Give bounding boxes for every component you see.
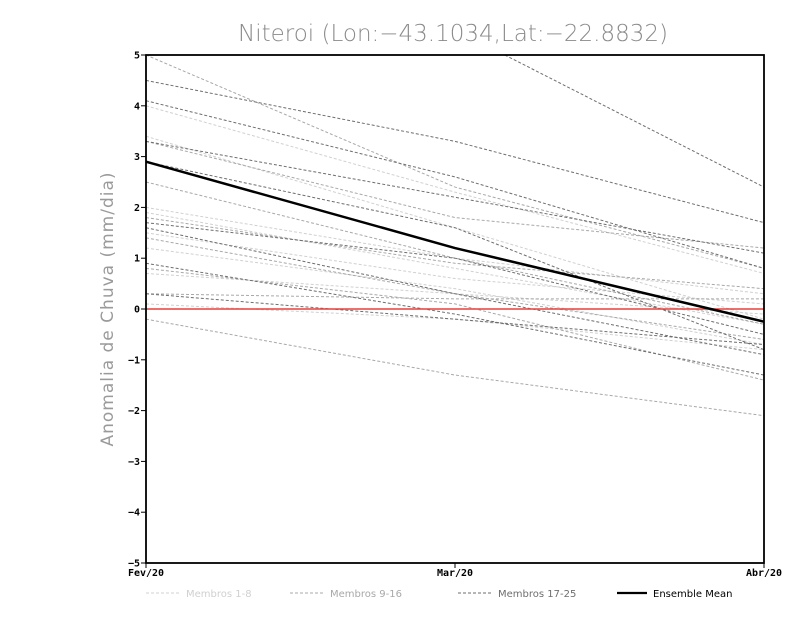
- member-line-g2-4: [146, 237, 764, 340]
- series-lines: [146, 55, 764, 417]
- member-line-g1-1: [146, 105, 764, 274]
- ensemble-mean-layer: [145, 160, 765, 323]
- y-tick-label: −1: [128, 355, 140, 366]
- member-line-g2-6: [146, 293, 764, 300]
- member-line-g3-2: [146, 100, 764, 269]
- y-tick-label: 0: [134, 305, 140, 316]
- y-tick-label: 1: [134, 254, 140, 265]
- x-tick-label: Fev/20: [128, 568, 164, 579]
- member-line-g2-3: [146, 217, 764, 290]
- member-line-g3-5: [146, 222, 764, 335]
- y-tick-label: −4: [128, 508, 140, 519]
- y-tick-label: 2: [134, 203, 140, 214]
- legend-label: Membros 9-16: [330, 589, 402, 600]
- member-line-g2-7: [146, 318, 764, 417]
- member-line-g3-8: [146, 293, 764, 346]
- member-line-g1-7: [146, 272, 764, 315]
- member-line-g2-1: [146, 140, 764, 249]
- legend-label: Membros 17-25: [498, 589, 576, 600]
- member-line-g3-1: [146, 79, 764, 224]
- member-line-g3-6: [146, 227, 764, 356]
- y-tick-label: 4: [134, 101, 140, 112]
- y-tick-label: −3: [128, 457, 140, 468]
- member-line-g1-8: [146, 303, 764, 351]
- member-line-g2-5: [146, 267, 764, 381]
- member-line-g2-8: [146, 55, 764, 269]
- ensemble-mean-line: [145, 160, 765, 323]
- legend-label: Membros 1-8: [186, 589, 252, 600]
- x-axis: Fev/20 Mar/20 Abr/20: [128, 563, 782, 579]
- x-tick-label: Mar/20: [437, 568, 473, 579]
- member-line-g1-4: [146, 211, 764, 325]
- member-line-g2-2: [146, 181, 764, 325]
- y-tick-label: 3: [134, 152, 140, 163]
- member-line-g1-3: [146, 206, 764, 295]
- member-line-g3-3: [146, 140, 764, 254]
- chart-title: Niteroi (Lon:−43.1034,Lat:−22.8832): [238, 21, 668, 47]
- y-tick-label: −2: [128, 406, 140, 417]
- x-tick-label: Abr/20: [746, 568, 782, 579]
- y-axis: 5 4 3 2 1 0 −1 −2 −3 −4 −5: [128, 51, 146, 570]
- member-line-g3-4: [146, 161, 764, 351]
- y-axis-label: Anomalia de Chuva (mm/dia): [98, 171, 118, 446]
- legend: Membros 1-8 Membros 9-16 Membros 17-25 Ense…: [146, 589, 732, 600]
- member-line-g1-5: [146, 232, 764, 305]
- legend-label: Ensemble Mean: [653, 589, 732, 600]
- y-tick-label: 5: [134, 51, 140, 62]
- member-line-g1-6: [146, 247, 764, 346]
- y-tick-label: −5: [128, 559, 140, 570]
- member-line-g3-9: [503, 55, 764, 188]
